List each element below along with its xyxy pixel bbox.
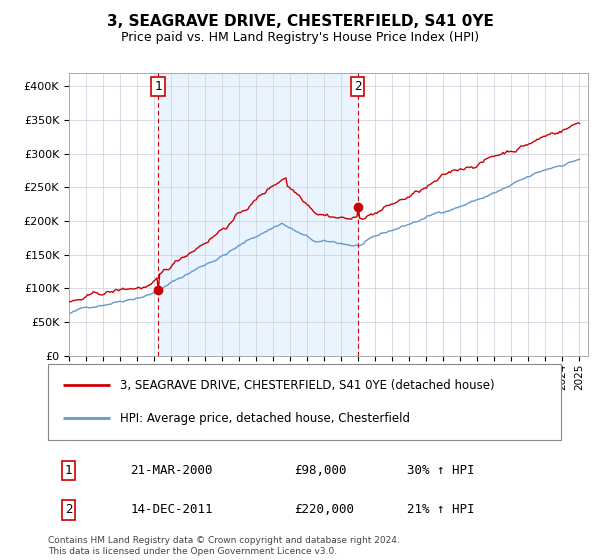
Text: 3, SEAGRAVE DRIVE, CHESTERFIELD, S41 0YE (detached house): 3, SEAGRAVE DRIVE, CHESTERFIELD, S41 0YE… — [120, 379, 494, 391]
Text: 3, SEAGRAVE DRIVE, CHESTERFIELD, S41 0YE: 3, SEAGRAVE DRIVE, CHESTERFIELD, S41 0YE — [107, 14, 493, 29]
Text: 14-DEC-2011: 14-DEC-2011 — [130, 503, 212, 516]
Text: 21-MAR-2000: 21-MAR-2000 — [130, 464, 212, 477]
Text: £98,000: £98,000 — [294, 464, 347, 477]
FancyBboxPatch shape — [48, 364, 561, 440]
Text: 2: 2 — [354, 80, 361, 93]
Text: 1: 1 — [154, 80, 161, 93]
Text: Price paid vs. HM Land Registry's House Price Index (HPI): Price paid vs. HM Land Registry's House … — [121, 31, 479, 44]
Text: Contains HM Land Registry data © Crown copyright and database right 2024.
This d: Contains HM Land Registry data © Crown c… — [48, 536, 400, 556]
Text: 2: 2 — [65, 503, 72, 516]
Text: 21% ↑ HPI: 21% ↑ HPI — [407, 503, 475, 516]
Text: 30% ↑ HPI: 30% ↑ HPI — [407, 464, 475, 477]
Text: £220,000: £220,000 — [294, 503, 354, 516]
Text: 1: 1 — [65, 464, 72, 477]
Text: HPI: Average price, detached house, Chesterfield: HPI: Average price, detached house, Ches… — [120, 412, 410, 425]
Bar — [158, 73, 358, 356]
